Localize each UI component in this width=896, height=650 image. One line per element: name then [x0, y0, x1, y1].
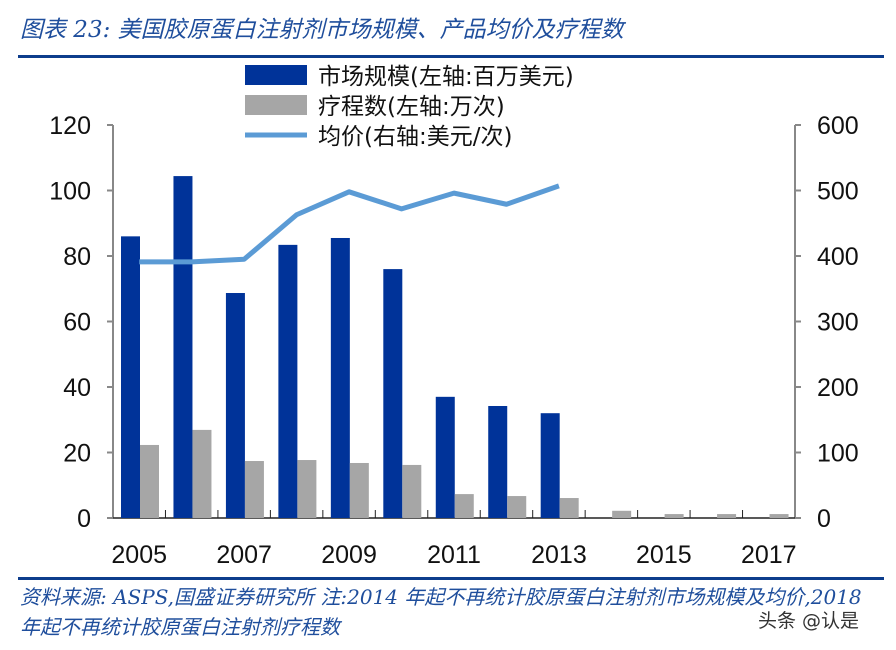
bar-courses-2017	[769, 514, 789, 518]
bar-courses-2006	[192, 429, 212, 518]
bar-market-2012	[488, 405, 508, 518]
right-tick-label: 500	[817, 178, 859, 206]
x-tick-label: 2007	[216, 541, 272, 569]
bar-market-2006	[173, 176, 193, 518]
bar-courses-2005	[140, 444, 159, 518]
x-tick-label: 2005	[111, 541, 167, 569]
bar-market-2013	[540, 413, 560, 518]
bar-courses-2016	[717, 514, 737, 518]
right-tick-label: 600	[817, 112, 859, 140]
bar-courses-2009	[349, 462, 369, 518]
left-tick-label: 100	[49, 178, 91, 206]
footer-rule	[18, 577, 884, 580]
legend-label: 市场规模(左轴:百万美元)	[318, 64, 574, 90]
bar-courses-2012	[507, 496, 527, 518]
bar-market-2011	[435, 396, 455, 518]
x-tick-label: 2015	[636, 541, 692, 569]
bar-courses-2015	[664, 514, 684, 518]
bar-market-2008	[278, 244, 298, 519]
right-tick-label: 200	[817, 374, 859, 402]
legend-label: 疗程数(左轴:万次)	[318, 94, 505, 120]
bar-courses-2011	[454, 494, 474, 518]
bar-market-2005	[121, 236, 140, 518]
left-tick-label: 40	[63, 374, 91, 402]
left-tick-label: 120	[49, 112, 91, 140]
right-tick-label: 300	[817, 309, 859, 337]
bar-market-2009	[330, 237, 350, 519]
right-tick-label: 400	[817, 243, 859, 271]
x-tick-label: 2009	[321, 541, 377, 569]
legend-label: 均价(右轴:美元/次)	[318, 124, 512, 150]
bar-courses-2008	[297, 460, 317, 518]
bar-courses-2013	[559, 498, 579, 518]
watermark: 头条 @认是	[758, 610, 860, 632]
footer-note: 资料来源: ASPS,国盛证券研究所 注:2014 年起不再统计胶原蛋白注射剂市…	[20, 585, 862, 639]
x-tick-label: 2013	[531, 541, 587, 569]
left-tick-label: 80	[63, 243, 91, 271]
left-tick-label: 0	[77, 505, 91, 533]
bar-courses-2014	[612, 510, 632, 518]
left-tick-label: 60	[63, 309, 91, 337]
bar-courses-2010	[402, 464, 422, 518]
right-tick-label: 100	[817, 440, 859, 468]
chart: 0 20 40 60 80 100 120 0 100 200 300 400 500 600 2005 20…	[49, 64, 859, 569]
x-tick-label: 2011	[427, 541, 481, 569]
bar-market-2010	[383, 269, 403, 518]
figure-title: 图表 23: 美国胶原蛋白注射剂市场规模、产品均价及疗程数	[20, 17, 624, 43]
right-tick-label: 0	[817, 505, 831, 533]
bar-market-2007	[225, 293, 245, 518]
bar-courses-2007	[244, 461, 264, 518]
legend-swatch	[245, 65, 307, 85]
left-tick-label: 20	[63, 440, 91, 468]
title-rule	[18, 55, 884, 58]
x-tick-label: 2017	[741, 541, 797, 569]
legend-swatch	[245, 95, 307, 115]
